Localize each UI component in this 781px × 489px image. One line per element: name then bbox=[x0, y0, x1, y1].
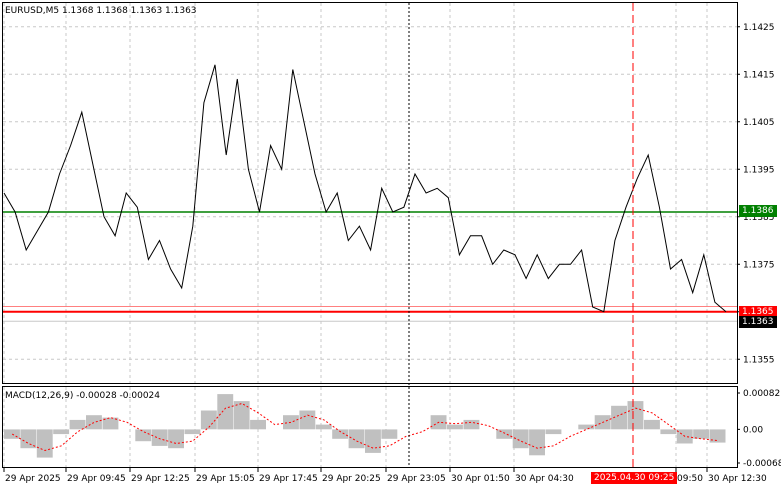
time-tick-label: 30 Apr 01:50 bbox=[451, 474, 510, 484]
time-tick-label: 29 Apr 20:25 bbox=[322, 474, 381, 484]
current-price-tag: 1.1363 bbox=[739, 316, 777, 328]
macd-bar bbox=[36, 429, 53, 458]
price-tick-label: 1.1395 bbox=[743, 165, 775, 175]
macd-bar bbox=[53, 429, 70, 435]
time-tick-label: 29 Apr 12:25 bbox=[131, 474, 190, 484]
macd-tick-label: -0.00068 bbox=[743, 459, 781, 469]
price-panel[interactable] bbox=[2, 2, 738, 384]
macd-bar bbox=[250, 419, 266, 430]
macd-bar bbox=[381, 429, 398, 439]
macd-signal-line bbox=[11, 402, 718, 452]
macd-bar bbox=[102, 417, 119, 430]
price-tick-label: 1.1375 bbox=[743, 260, 775, 270]
time-tick-label: 30 Apr 12:30 bbox=[708, 474, 767, 484]
time-tick-label: 29 Apr 09:45 bbox=[67, 474, 126, 484]
macd-bar bbox=[299, 410, 316, 430]
time-tick-label: 29 Apr 17:45 bbox=[259, 474, 318, 484]
price-tick-label: 1.1415 bbox=[743, 70, 775, 80]
green-level-tag: 1.1386 bbox=[739, 205, 777, 217]
price-line bbox=[3, 64, 727, 313]
macd-bar bbox=[463, 419, 480, 430]
price-tick-label: 1.1425 bbox=[743, 23, 775, 33]
macd-bar bbox=[447, 424, 463, 430]
macd-bar bbox=[4, 429, 20, 439]
time-tick-label: 29 Apr 15:05 bbox=[196, 474, 255, 484]
macd-histogram bbox=[4, 394, 726, 458]
macd-bar bbox=[709, 429, 726, 443]
price-tick-label: 1.1355 bbox=[743, 355, 775, 365]
macd-bar bbox=[693, 429, 710, 439]
macd-bar bbox=[200, 410, 217, 430]
macd-tick-label: 0.00082 bbox=[743, 389, 780, 399]
symbol-header: EURUSD,M5 1.1368 1.1368 1.1363 1.1363 bbox=[5, 6, 197, 16]
macd-bar bbox=[512, 429, 529, 449]
time-tick-label: 29 Apr 2025 bbox=[5, 474, 61, 484]
macd-bar bbox=[86, 415, 102, 430]
macd-axis[interactable]: 0.00082 0.00 -0.00068 bbox=[737, 389, 781, 469]
macd-bar bbox=[315, 424, 332, 430]
macd-bar bbox=[348, 429, 365, 449]
macd-bar bbox=[578, 424, 595, 430]
macd-bar bbox=[332, 429, 349, 439]
macd-bar bbox=[611, 405, 627, 430]
macd-bar bbox=[644, 419, 660, 430]
time-tick-label: 29 Apr 23:05 bbox=[387, 474, 446, 484]
macd-bar bbox=[545, 429, 562, 435]
time-tick-label: 09:50 bbox=[677, 474, 703, 484]
level-lines bbox=[3, 211, 737, 322]
macd-bar bbox=[283, 415, 299, 430]
red-level-tag: 1.1365 bbox=[739, 306, 777, 318]
macd-bar bbox=[496, 429, 513, 439]
macd-bar bbox=[184, 429, 201, 435]
macd-tick-label: 0.00 bbox=[743, 425, 763, 435]
time-tick-label: 30 Apr 04:30 bbox=[515, 474, 574, 484]
macd-bar bbox=[627, 401, 644, 430]
macd-bar bbox=[168, 429, 184, 449]
macd-bar bbox=[660, 429, 677, 435]
crosshair-time-tag: 2025.04.30 09:25 bbox=[591, 472, 678, 484]
time-axis[interactable]: 29 Apr 2025 29 Apr 09:45 29 Apr 12:25 29 Ap… bbox=[3, 468, 767, 484]
price-tick-label: 1.1405 bbox=[743, 118, 775, 128]
macd-bar bbox=[217, 394, 234, 430]
macd-bar bbox=[365, 429, 381, 453]
macd-bar bbox=[151, 429, 168, 446]
macd-bar bbox=[233, 401, 250, 430]
macd-bar bbox=[529, 429, 545, 456]
macd-bar bbox=[135, 429, 152, 442]
macd-header: MACD(12,26,9) -0.00028 -0.00024 bbox=[5, 391, 160, 401]
macd-bar bbox=[20, 429, 37, 449]
price-tick-label: 1.1385 bbox=[743, 213, 775, 223]
macd-bar bbox=[69, 419, 86, 430]
